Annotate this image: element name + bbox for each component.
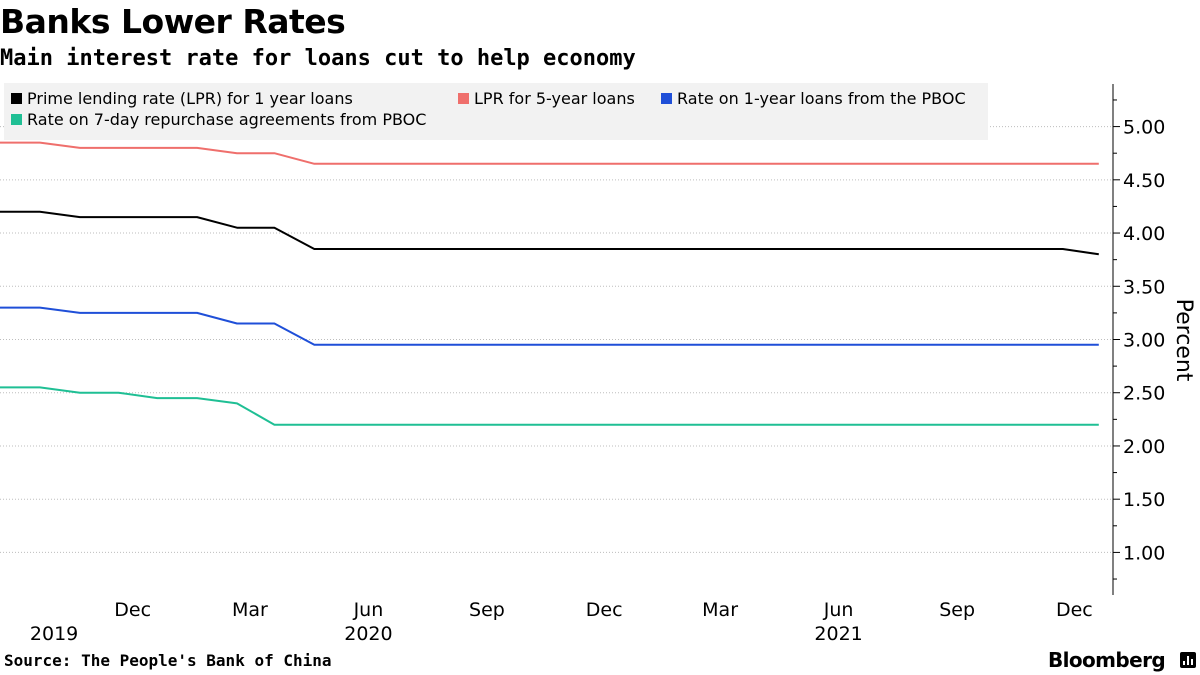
chart-subtitle: Main interest rate for loans cut to help… (0, 46, 636, 71)
x-tick-label: Jun (823, 599, 854, 621)
legend-swatch (661, 93, 672, 104)
bloomberg-logo-icon (1180, 652, 1196, 668)
y-axis-label: Percent (1171, 299, 1196, 382)
x-year-label: 2021 (814, 623, 862, 645)
y-tick-label: 4.00 (1123, 223, 1165, 245)
legend: Prime lending rate (LPR) for 1 year loan… (11, 89, 966, 129)
series-lines (0, 141, 1099, 426)
x-tick-label: Mar (232, 599, 268, 621)
legend-background (4, 83, 988, 140)
series-line (0, 141, 1099, 165)
y-tick-label: 3.50 (1123, 276, 1165, 298)
chart-title: Banks Lower Rates (0, 2, 346, 41)
legend-label: Rate on 7-day repurchase agreements from… (27, 110, 426, 129)
y-tick-label: 4.50 (1123, 170, 1165, 192)
legend-label: Prime lending rate (LPR) for 1 year loan… (27, 89, 353, 108)
y-tick-label: 2.50 (1123, 383, 1165, 405)
x-year-label: 2020 (344, 623, 392, 645)
y-tick-label: 2.00 (1123, 436, 1165, 458)
y-tick-label: 1.00 (1123, 542, 1165, 564)
y-tick-label: 3.00 (1123, 330, 1165, 352)
legend-swatch (11, 93, 22, 104)
brand-wordmark: Bloomberg (1048, 648, 1166, 672)
series-line (0, 386, 1099, 426)
source-note: Source: The People's Bank of China (4, 651, 332, 670)
y-tick-label: 5.00 (1123, 117, 1165, 139)
x-tick-label: Sep (939, 599, 975, 621)
x-tick-label: Sep (469, 599, 505, 621)
axes: 1.00 1.50 2.00 2.50 3.00 3.50 4.00 4.50 5.00 Perc… (30, 84, 1196, 645)
x-tick-label: Mar (702, 599, 738, 621)
legend-label: LPR for 5-year loans (474, 89, 635, 108)
legend-label: Rate on 1-year loans from the PBOC (677, 89, 966, 108)
series-line (0, 210, 1099, 256)
x-tick-label: Dec (114, 599, 151, 621)
series-line (0, 306, 1099, 346)
legend-swatch (458, 93, 469, 104)
legend-swatch (11, 114, 22, 125)
x-tick-label: Jun (353, 599, 384, 621)
gridlines (0, 126, 1113, 553)
x-year-label: 2019 (30, 623, 78, 645)
y-tick-label: 1.50 (1123, 489, 1165, 511)
x-tick-label: Dec (586, 599, 623, 621)
x-tick-label: Dec (1056, 599, 1093, 621)
